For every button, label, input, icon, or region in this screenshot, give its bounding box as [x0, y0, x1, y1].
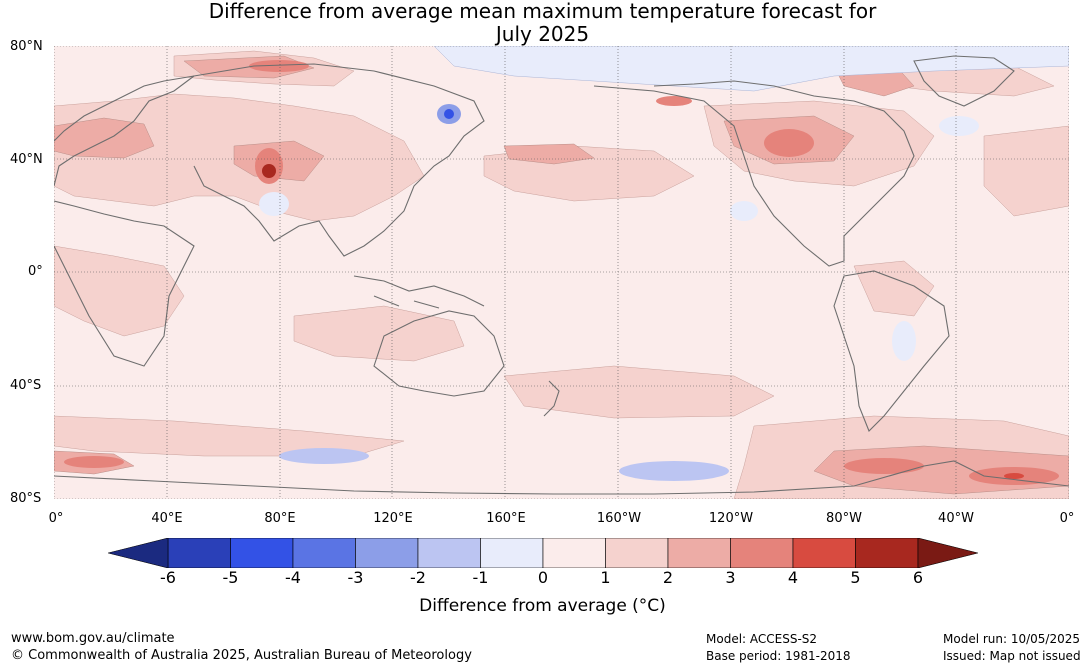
footer-run-info: Model run: 10/05/2025 Issued: Map not is… [943, 631, 1081, 665]
coast-north-america [593, 80, 915, 267]
footer-left: www.bom.gov.au/climate © Commonwealth of… [11, 630, 472, 664]
lon-label-120e: 120°E [373, 511, 413, 526]
lat-label-80n: 80°N [10, 39, 43, 54]
footer-copyright: © Commonwealth of Australia 2025, Austra… [11, 648, 472, 663]
cool-spot-south-america [892, 321, 916, 361]
colorbar-tick-label: 1 [600, 568, 611, 587]
cool-spot-southern-pacific [619, 461, 729, 481]
cool-spot-india [259, 192, 289, 216]
colorbar-bin [730, 538, 794, 568]
coast-europe-africa [54, 75, 195, 367]
coast-greenland [913, 55, 1015, 107]
coast-australia [373, 310, 505, 397]
colorbar [108, 538, 978, 568]
title-line-1: Difference from average mean maximum tem… [208, 0, 877, 23]
colorbar-tick-label: 4 [787, 568, 799, 587]
cool-spot-okhotsk-core [444, 109, 454, 119]
cool-spot-east-pacific [730, 201, 758, 221]
colorbar-bin [230, 538, 294, 568]
lon-label-80e: 80°E [264, 511, 296, 526]
coast-antarctica [54, 460, 1069, 495]
footer-base-period: Base period: 1981-2018 [706, 649, 851, 663]
hotspot-southern-ocean-core [1004, 473, 1024, 479]
title-line-2: July 2025 [495, 22, 590, 46]
lon-label-120w: 120°W [708, 511, 754, 526]
footer-model: Model: ACCESS-S2 [706, 632, 818, 646]
hotspot-north-america [764, 129, 814, 157]
gridlines [54, 46, 1069, 499]
forecast-map [54, 46, 1069, 499]
footer-model-run: Model run: 10/05/2025 [943, 632, 1081, 646]
coast-maritime-asia [353, 275, 485, 309]
coast-new-zealand [543, 380, 560, 417]
coast-south-america [833, 270, 950, 432]
lat-label-80s: 80°S [10, 491, 42, 506]
hotspot-southern-ocean-west [844, 458, 924, 474]
anomaly-hotspots [64, 60, 1059, 485]
cool-spot-north-atlantic [939, 116, 979, 136]
hotspot-alaska [656, 96, 692, 106]
colorbar-title: Difference from average (°C) [419, 596, 666, 616]
colorbar-bin [167, 538, 231, 568]
coast-asia [193, 63, 485, 257]
lon-label-160e: 160°E [486, 511, 526, 526]
colorbar-over-arrow [917, 538, 978, 568]
colorbar-bin [667, 538, 731, 568]
colorbar-bin [355, 538, 419, 568]
lat-label-40n: 40°N [10, 152, 43, 167]
lon-label-0-east: 0° [1059, 511, 1075, 526]
hotspot-south-atlantic [64, 456, 124, 468]
map-svg [54, 46, 1069, 499]
colorbar-bin [792, 538, 856, 568]
colorbar-bin [480, 538, 544, 568]
colorbar-tick-label: -2 [410, 568, 426, 587]
lon-label-40e: 40°E [151, 511, 183, 526]
lat-label-40s: 40°S [10, 378, 42, 393]
colorbar-tick-label: 3 [725, 568, 736, 587]
cool-spot-southern-indian [279, 448, 369, 464]
hotspot-asia-core [262, 164, 276, 178]
lon-label-40w: 40°W [938, 511, 974, 526]
colorbar-bin [417, 538, 481, 568]
lon-label-0: 0° [48, 511, 64, 526]
colorbar-tick-label: 2 [662, 568, 674, 587]
colorbar-bins [167, 538, 919, 568]
footer-model-info: Model: ACCESS-S2 Base period: 1981-2018 [706, 631, 851, 665]
lon-label-80w: 80°W [826, 511, 862, 526]
colorbar-bin [292, 538, 356, 568]
colorbar-bin [605, 538, 669, 568]
colorbar-tick-label: 6 [912, 568, 924, 587]
coastlines [54, 55, 1069, 495]
colorbar-tick-label: -1 [472, 568, 489, 587]
colorbar-tick-label: -5 [222, 568, 239, 587]
colorbar-bin [855, 538, 919, 568]
colorbar-tick-label: -3 [347, 568, 364, 587]
lon-label-160w: 160°W [596, 511, 642, 526]
colorbar-tick-label: 5 [850, 568, 861, 587]
colorbar-tick-label: -6 [160, 568, 176, 587]
colorbar-tick-label: -4 [285, 568, 301, 587]
colorbar-under-arrow [108, 538, 169, 568]
footer-issued: Issued: Map not issued [943, 649, 1081, 663]
lat-label-equator: 0° [28, 264, 43, 279]
hotspot-siberia [249, 60, 309, 72]
colorbar-bin [542, 538, 606, 568]
anomaly-cool-regions [259, 46, 1069, 481]
footer-website: www.bom.gov.au/climate [11, 631, 175, 646]
colorbar-tick-label: 0 [537, 568, 549, 587]
map-title: Difference from average mean maximum tem… [0, 0, 1085, 46]
